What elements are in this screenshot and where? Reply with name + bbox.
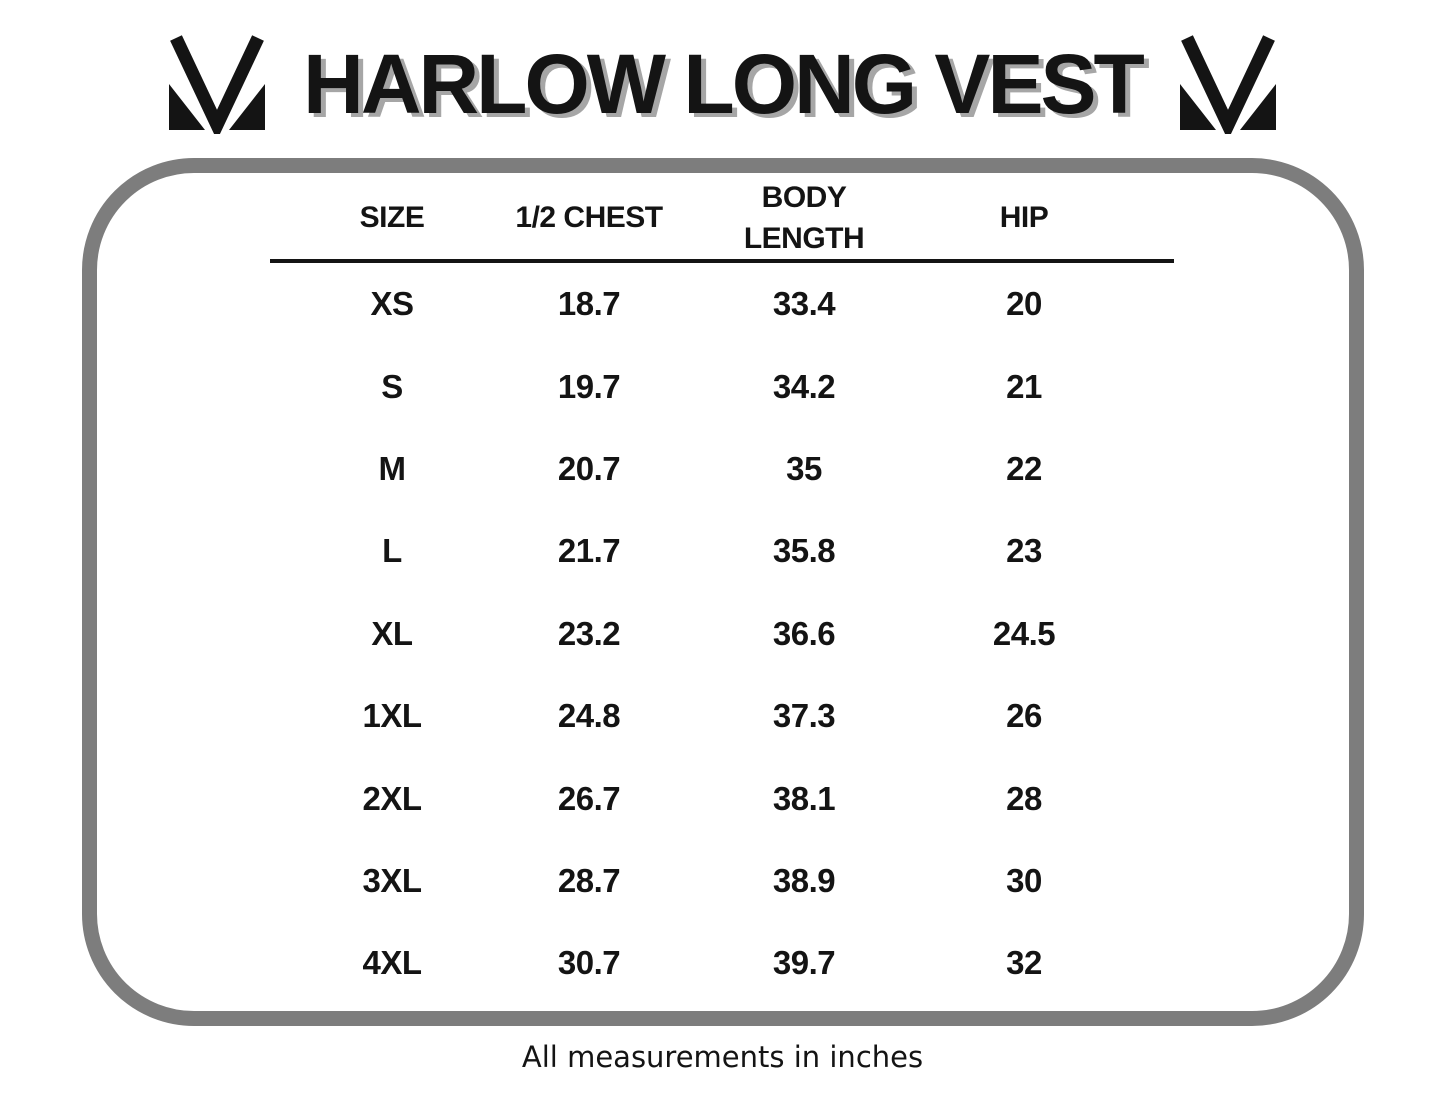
size-cell: 4XL [362, 944, 422, 982]
column-header-size: SIZE [359, 201, 425, 235]
m-logo-icon [1172, 34, 1284, 134]
size-cell: L [382, 532, 402, 570]
chest-cell: 26.7 [557, 779, 621, 817]
length-cell: 38.1 [772, 779, 836, 817]
units-note: All measurements in inches [521, 1040, 924, 1074]
size-chart-panel [82, 158, 1364, 1026]
hip-cell: 23 [1006, 532, 1042, 570]
table-header-row: SIZE 1/2 CHEST BODY LENGTH HIP [270, 178, 1174, 263]
chest-cell: 20.7 [557, 449, 621, 487]
length-cell: 35 [786, 449, 822, 487]
hip-cell: 20 [1006, 285, 1042, 323]
m-logo-icon [161, 34, 273, 134]
size-cell: 3XL [362, 861, 422, 899]
page-title: HARLOW LONG VEST [303, 37, 1145, 131]
size-cell: 1XL [362, 697, 422, 735]
size-cell: S [381, 367, 403, 405]
table-row: 3XL 28.7 38.9 30 [270, 840, 1174, 922]
size-cell: XL [371, 614, 413, 652]
hip-cell: 24.5 [992, 614, 1056, 652]
hip-cell: 21 [1006, 367, 1042, 405]
table-row: XS 18.7 33.4 20 [270, 263, 1174, 345]
hip-cell: 22 [1006, 449, 1042, 487]
chest-cell: 21.7 [557, 532, 621, 570]
size-table: SIZE 1/2 CHEST BODY LENGTH HIP XS 18.7 3… [270, 178, 1174, 1005]
table-row: L 21.7 35.8 23 [270, 510, 1174, 592]
hip-cell: 26 [1006, 697, 1042, 735]
column-header-half-chest: 1/2 CHEST [515, 201, 663, 235]
chest-cell: 23.2 [557, 614, 621, 652]
size-cell: XS [370, 285, 414, 323]
column-header-hip: HIP [999, 201, 1049, 235]
masthead: HARLOW LONG VEST [0, 0, 1445, 150]
hip-cell: 28 [1006, 779, 1042, 817]
table-row: XL 23.2 36.6 24.5 [270, 593, 1174, 675]
length-cell: 36.6 [772, 614, 836, 652]
table-row: 1XL 24.8 37.3 26 [270, 675, 1174, 757]
column-header-body-length: BODY LENGTH [743, 181, 865, 255]
hip-cell: 32 [1006, 944, 1042, 982]
chest-cell: 28.7 [557, 861, 621, 899]
length-cell: 33.4 [772, 285, 836, 323]
length-cell: 34.2 [772, 367, 836, 405]
chest-cell: 19.7 [557, 367, 621, 405]
length-cell: 39.7 [772, 944, 836, 982]
length-cell: 35.8 [772, 532, 836, 570]
table-row: 2XL 26.7 38.1 28 [270, 757, 1174, 839]
chest-cell: 18.7 [557, 285, 621, 323]
hip-cell: 30 [1006, 861, 1042, 899]
table-row: M 20.7 35 22 [270, 428, 1174, 510]
chest-cell: 30.7 [557, 944, 621, 982]
table-row: 4XL 30.7 39.7 32 [270, 922, 1174, 1004]
length-cell: 38.9 [772, 861, 836, 899]
size-cell: 2XL [362, 779, 422, 817]
chest-cell: 24.8 [557, 697, 621, 735]
table-row: S 19.7 34.2 21 [270, 345, 1174, 427]
size-cell: M [378, 449, 407, 487]
length-cell: 37.3 [772, 697, 836, 735]
